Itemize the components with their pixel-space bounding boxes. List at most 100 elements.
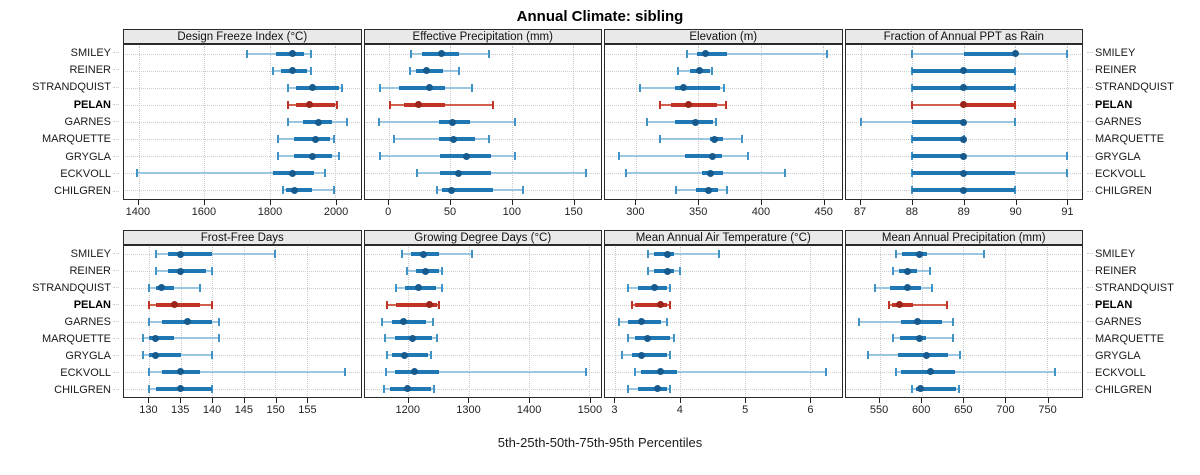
- row-gridline: [846, 304, 1081, 306]
- station-label: PELAN: [1085, 96, 1199, 113]
- whisker-cap: [983, 250, 986, 259]
- whisker-cap: [1014, 100, 1017, 109]
- station-label: MARQUETTE: [1, 330, 121, 347]
- x-tick-label: 1400: [125, 206, 151, 218]
- station-label: SMILEY: [1, 245, 121, 262]
- row-gridline: [365, 70, 600, 72]
- row-gridline: [846, 271, 1081, 273]
- whisker-cap: [952, 334, 955, 343]
- whisker-cap: [620, 351, 623, 360]
- station-label: CHILGREN: [1085, 183, 1199, 200]
- x-tick-mark: [635, 200, 637, 205]
- whisker-cap: [1065, 169, 1068, 178]
- iqr-box: [912, 154, 964, 159]
- whisker-cap: [488, 135, 491, 144]
- x-tick-label: 1300: [456, 404, 481, 416]
- row-leader-line: [1087, 304, 1093, 305]
- row-leader-line: [1087, 355, 1093, 356]
- row-leader-line: [1087, 321, 1093, 322]
- station-label: STRANDQUIST: [1, 279, 121, 296]
- x-tick-label: 87: [853, 206, 867, 218]
- median-dot: [449, 118, 457, 126]
- whisker-cap: [389, 100, 392, 109]
- whisker-cap: [711, 66, 714, 75]
- station-label-text: REINER: [1095, 63, 1137, 76]
- x-tick-mark: [388, 200, 390, 205]
- median-dot: [657, 368, 665, 376]
- x-tick-mark: [137, 200, 139, 205]
- x-tick-label: 700: [996, 404, 1015, 416]
- whisker-cap: [345, 118, 348, 126]
- whisker-cap: [617, 317, 620, 326]
- whisker-cap: [286, 118, 289, 126]
- row-gridline: [125, 355, 360, 357]
- iqr-box: [155, 285, 175, 290]
- x-tick-mark: [511, 200, 513, 205]
- row-gridline: [125, 104, 360, 106]
- x-tick-mark: [1005, 398, 1007, 403]
- x-tick-mark: [698, 200, 700, 205]
- iqr-box: [295, 85, 339, 90]
- row-gridline: [606, 70, 841, 72]
- whisker-cap: [410, 49, 413, 58]
- whisker-cap: [646, 118, 649, 126]
- whisker-cap: [857, 317, 860, 326]
- iqr-box: [441, 188, 494, 193]
- x-tick-mark: [1015, 200, 1017, 205]
- x-tick-label: 140: [202, 404, 222, 416]
- iqr-box: [398, 85, 446, 90]
- median-dot: [177, 368, 185, 376]
- whisker-line: [149, 286, 200, 289]
- whisker-line: [417, 172, 587, 175]
- whisker-cap: [211, 351, 214, 360]
- whisker-line: [137, 172, 326, 175]
- row-gridline: [365, 338, 600, 340]
- x-tick-mark: [243, 398, 245, 403]
- whisker-line: [634, 370, 826, 373]
- station-label-text: GARNES: [64, 115, 111, 128]
- station-label: MARQUETTE: [1085, 131, 1199, 148]
- x-tick-label: 155: [298, 404, 317, 416]
- row-gridline: [125, 139, 360, 141]
- x-tick-label: 1800: [257, 206, 283, 218]
- median-dot: [644, 334, 652, 342]
- row-leader-line: [1087, 190, 1093, 192]
- station-label: PELAN: [1, 96, 121, 113]
- row-gridline: [606, 338, 841, 340]
- whisker-cap: [521, 186, 524, 195]
- row-gridline: [365, 388, 600, 390]
- row-leader-line: [1087, 287, 1093, 288]
- whisker-cap: [784, 169, 787, 178]
- whisker-cap: [514, 118, 517, 126]
- row-leader-line: [113, 156, 119, 158]
- whisker-cap: [740, 135, 743, 144]
- station-label-text: SMILEY: [70, 247, 111, 260]
- whisker-cap: [324, 169, 327, 178]
- whisker-cap: [627, 334, 630, 343]
- row-gridline: [365, 271, 600, 273]
- row-gridline: [125, 70, 360, 72]
- x-tick-label: 650: [954, 404, 973, 416]
- iqr-box: [697, 51, 727, 56]
- whisker-cap: [630, 300, 633, 309]
- median-dot: [702, 50, 710, 58]
- median-dot: [927, 368, 935, 376]
- x-tick-label: 150: [266, 404, 285, 416]
- station-labels-left: SMILEY REINER STRANDQUIST PELAN GARNES MARQUE…: [1, 44, 121, 200]
- strip-design-freeze-index-c: Design Freeze Index (°C): [123, 29, 362, 44]
- row-leader-line: [113, 104, 119, 106]
- figure-caption: 5th-25th-50th-75th-95th Percentiles: [497, 435, 703, 450]
- row-gridline: [606, 321, 841, 323]
- station-label: SMILEY: [1085, 44, 1199, 61]
- station-label: SMILEY: [1, 44, 121, 61]
- row-leader-line: [1087, 270, 1093, 271]
- median-dot: [170, 301, 178, 309]
- x-tick-label: 135: [171, 404, 190, 416]
- row-leader-line: [1087, 104, 1093, 106]
- x-axis-fraction-of-annual-ppt-as-rain: 87 88 89 90 91: [845, 200, 1084, 230]
- whisker-line: [912, 155, 1067, 158]
- median-dot: [696, 67, 704, 75]
- row-leader-line: [113, 287, 119, 288]
- panel-growing-degree-days-c: [363, 245, 602, 398]
- station-label: GRYGLA: [1, 347, 121, 364]
